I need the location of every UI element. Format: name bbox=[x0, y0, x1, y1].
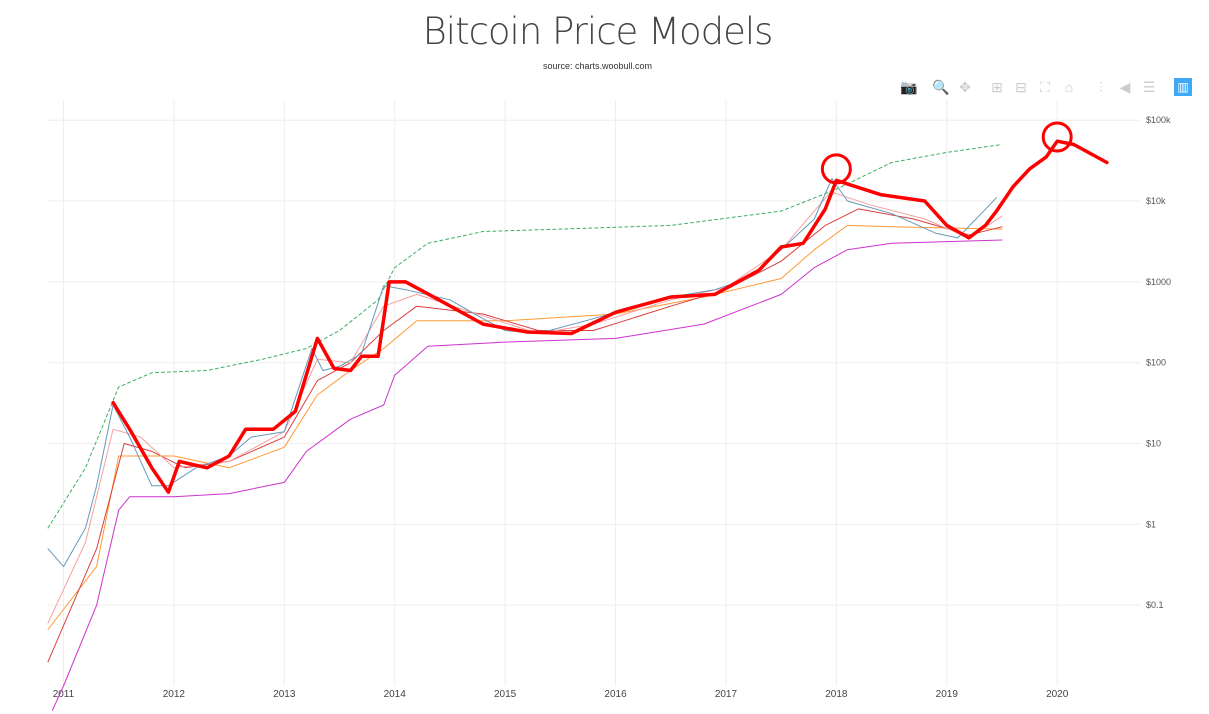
modebar: 📷 🔍 ✥ ⊞ ⊟ ⛶ ⌂ ⫶ ◀ ☰ ▥ bbox=[900, 78, 1192, 96]
zoom-in-icon[interactable]: ⊞ bbox=[991, 78, 1003, 95]
y-tick-label: $10k bbox=[1146, 196, 1166, 206]
autoscale-icon[interactable]: ⛶ bbox=[1040, 78, 1050, 95]
y-tick-label: $100 bbox=[1146, 358, 1166, 368]
x-tick-label: 2019 bbox=[936, 689, 959, 700]
y-tick-label: $10 bbox=[1146, 439, 1161, 449]
x-tick-label: 2016 bbox=[604, 689, 627, 700]
home-icon[interactable]: ⌂ bbox=[1064, 79, 1074, 95]
chart-title: Bitcoin Price Models bbox=[422, 10, 774, 53]
y-tick-label: $0.1 bbox=[1146, 600, 1164, 610]
series-line-top-model bbox=[47, 144, 1003, 529]
series-line-bottom-model bbox=[51, 239, 1003, 711]
camera-icon[interactable]: 📷 bbox=[900, 78, 918, 95]
series-line-orange-model bbox=[47, 224, 1003, 630]
y-tick-label: $1000 bbox=[1146, 277, 1171, 287]
y-tick-label: $100k bbox=[1146, 115, 1171, 125]
series-line-red-moving-average bbox=[47, 208, 1003, 663]
x-tick-label: 2011 bbox=[53, 689, 75, 700]
series-line-hand-drawn-annotation bbox=[111, 139, 1109, 494]
spikelines-icon[interactable]: ⫶ bbox=[1099, 78, 1103, 95]
y-tick-label: $1 bbox=[1146, 519, 1156, 529]
x-tick-label: 2015 bbox=[494, 689, 517, 700]
x-tick-label: 2018 bbox=[825, 689, 848, 700]
zoom-out-icon[interactable]: ⊟ bbox=[1015, 78, 1027, 95]
series-line-pink-moving-average bbox=[47, 191, 1003, 624]
x-tick-label: 2012 bbox=[163, 689, 186, 700]
x-tick-label: 2014 bbox=[384, 689, 407, 700]
x-tick-label: 2020 bbox=[1046, 689, 1069, 700]
plotly-logo-icon[interactable]: ▥ bbox=[1174, 78, 1192, 96]
hover-closest-icon[interactable]: ◀ bbox=[1119, 78, 1131, 95]
zoom-icon[interactable]: 🔍 bbox=[932, 78, 950, 95]
x-tick-label: 2013 bbox=[273, 689, 296, 700]
x-tick-label: 2017 bbox=[715, 689, 738, 700]
pan-icon[interactable]: ✥ bbox=[959, 78, 971, 95]
series-line-price bbox=[47, 178, 997, 568]
annotation-circle bbox=[1041, 121, 1073, 153]
annotation-circle bbox=[820, 153, 852, 185]
hover-compare-icon[interactable]: ☰ bbox=[1142, 78, 1156, 95]
chart-subtitle: source: charts.woobull.com bbox=[542, 61, 653, 71]
